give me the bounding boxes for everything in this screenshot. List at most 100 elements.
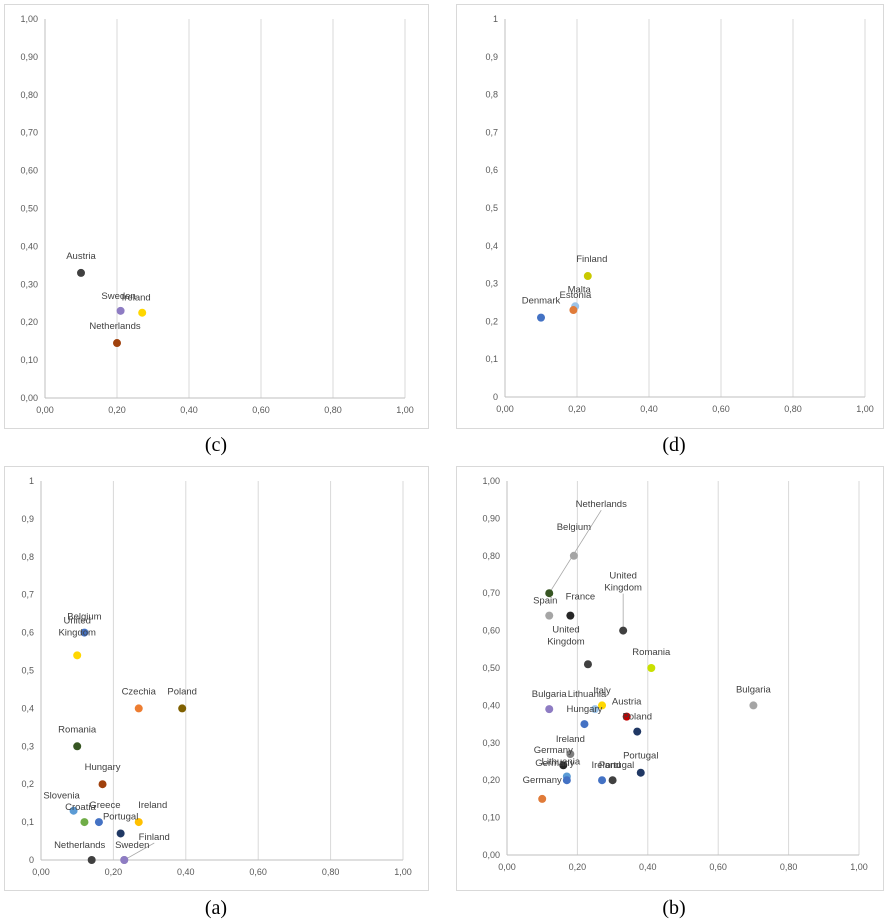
- x-tick-label: 0,40: [177, 867, 195, 877]
- chart-panel-c: 0,00 0,20 0,40 0,60 0,80 1,00 0,00 0,10 0,20 0,30…: [4, 4, 429, 429]
- x-tick-label: 0,80: [322, 867, 340, 877]
- x-tick-label: 1,00: [396, 405, 414, 415]
- x-tick-label: 1,00: [850, 862, 868, 872]
- x-tick-label: 0,80: [780, 862, 798, 872]
- y-tick-label: 0,10: [20, 355, 38, 365]
- data-label: Portugal: [623, 751, 658, 762]
- y-tick-label: 0,9: [21, 514, 34, 524]
- y-tick-label: 0,4: [485, 241, 498, 251]
- data-point: [69, 806, 78, 815]
- y-tick-label: 0,00: [482, 850, 500, 860]
- data-point: [116, 306, 125, 315]
- data-point: [749, 701, 758, 710]
- data-label: Belgium: [557, 522, 591, 533]
- data-label: Germany: [534, 745, 573, 756]
- data-label: Ireland: [556, 734, 585, 745]
- chart-panel-d: 0,00 0,20 0,40 0,60 0,80 1,00 0 0,1 0,2 0,3 0,4 0,5…: [456, 4, 884, 429]
- label-leader-line: [124, 842, 155, 861]
- caption-a: (a): [204, 897, 228, 919]
- x-tick-label: 1,00: [394, 867, 412, 877]
- data-point: [633, 727, 642, 736]
- data-label: United: [609, 571, 636, 582]
- y-tick-label: 0,8: [485, 90, 498, 100]
- data-label: Poland: [622, 712, 652, 723]
- y-tick-label: 0,4: [21, 703, 34, 713]
- data-label: Sweden: [101, 291, 135, 302]
- data-label: Germany: [523, 775, 562, 786]
- data-label: Malta: [568, 284, 592, 295]
- y-tick-label: 0,50: [20, 204, 38, 214]
- y-tick-label: 1: [493, 14, 498, 24]
- data-point: [87, 856, 96, 864]
- x-tick-label: 0,20: [108, 405, 126, 415]
- scatter-chart-c: 0,00 0,20 0,40 0,60 0,80 1,00 0,00 0,10 0,20 0,30…: [20, 14, 414, 415]
- x-tick-label: 0,60: [709, 862, 727, 872]
- data-point: [134, 818, 143, 827]
- data-label: Kingdom: [58, 627, 96, 638]
- x-tick-label: 0,80: [784, 404, 802, 414]
- x-tick-label: 1,00: [856, 404, 874, 414]
- y-tick-label: 0,1: [485, 354, 498, 364]
- data-point: [138, 308, 147, 317]
- data-label: United: [63, 615, 90, 626]
- caption-b: (b): [662, 897, 686, 919]
- y-tick-label: 0,2: [485, 316, 498, 326]
- data-label: Finland: [139, 832, 170, 843]
- data-label: United: [552, 624, 579, 635]
- y-tick-label: 0,6: [21, 628, 34, 638]
- chart-panel-b: 0,00 0,20 0,40 0,60 0,80 1,00 0,00 0,10 0,20 0,30…: [456, 466, 884, 891]
- data-label: Greece: [89, 800, 120, 811]
- data-point: [636, 768, 645, 777]
- data-label: Ireland: [592, 760, 621, 771]
- y-tick-label: 0,90: [20, 52, 38, 62]
- data-point: [569, 306, 578, 315]
- data-point: [622, 712, 631, 721]
- y-tick-label: 0,3: [21, 741, 34, 751]
- data-point: [598, 701, 607, 710]
- data-point: [94, 818, 103, 827]
- data-label: Croatia: [65, 802, 96, 813]
- data-point: [583, 660, 592, 669]
- data-point: [120, 856, 129, 864]
- scatter-chart-a: 0,00 0,20 0,40 0,60 0,80 1,00 0 0,1 0,2 0,3 0,4 0,5…: [21, 476, 412, 877]
- data-label: Hungary: [85, 762, 121, 773]
- x-tick-label: 0,60: [249, 867, 267, 877]
- y-tick-label: 0,30: [482, 738, 500, 748]
- data-label: Estonia: [560, 290, 592, 301]
- data-label: Ireland: [122, 293, 151, 304]
- x-tick-label: 0,20: [105, 867, 123, 877]
- data-label: Italy: [593, 685, 611, 696]
- x-tick-label: 0,00: [32, 867, 50, 877]
- y-tick-label: 0,40: [482, 700, 500, 710]
- data-label: Lithuania: [542, 756, 581, 767]
- data-label: Germany: [535, 758, 574, 769]
- y-tick-label: 0,60: [482, 626, 500, 636]
- y-tick-label: 0,70: [20, 128, 38, 138]
- x-tick-label: 0,80: [324, 405, 342, 415]
- x-tick-label: 0,20: [569, 862, 587, 872]
- data-point: [545, 705, 554, 714]
- data-label: Austria: [612, 697, 642, 708]
- x-tick-label: 0,20: [568, 404, 586, 414]
- data-point: [98, 780, 107, 789]
- y-tick-label: 1,00: [482, 476, 500, 486]
- x-tick-label: 0,60: [712, 404, 730, 414]
- y-tick-label: 0,5: [485, 203, 498, 213]
- data-point: [537, 313, 545, 322]
- chart-panel-a: 0,00 0,20 0,40 0,60 0,80 1,00 0 0,1 0,2 0,3 0,4 0,5…: [4, 466, 429, 891]
- y-tick-label: 0,40: [20, 241, 38, 251]
- y-tick-label: 0,60: [20, 166, 38, 176]
- y-tick-label: 0,30: [20, 279, 38, 289]
- data-point: [113, 339, 121, 348]
- data-label: Portugal: [599, 760, 634, 771]
- data-label: Lithuania: [568, 689, 607, 700]
- y-tick-label: 0,90: [482, 513, 500, 523]
- data-label: Poland: [167, 686, 197, 697]
- y-tick-label: 0,20: [20, 317, 38, 327]
- data-label: Romania: [632, 647, 671, 658]
- data-label: France: [566, 592, 596, 603]
- y-tick-label: 1: [29, 476, 34, 486]
- data-label: Ireland: [138, 800, 167, 811]
- label-leader-line: [548, 509, 602, 594]
- y-tick-label: 0,80: [482, 551, 500, 561]
